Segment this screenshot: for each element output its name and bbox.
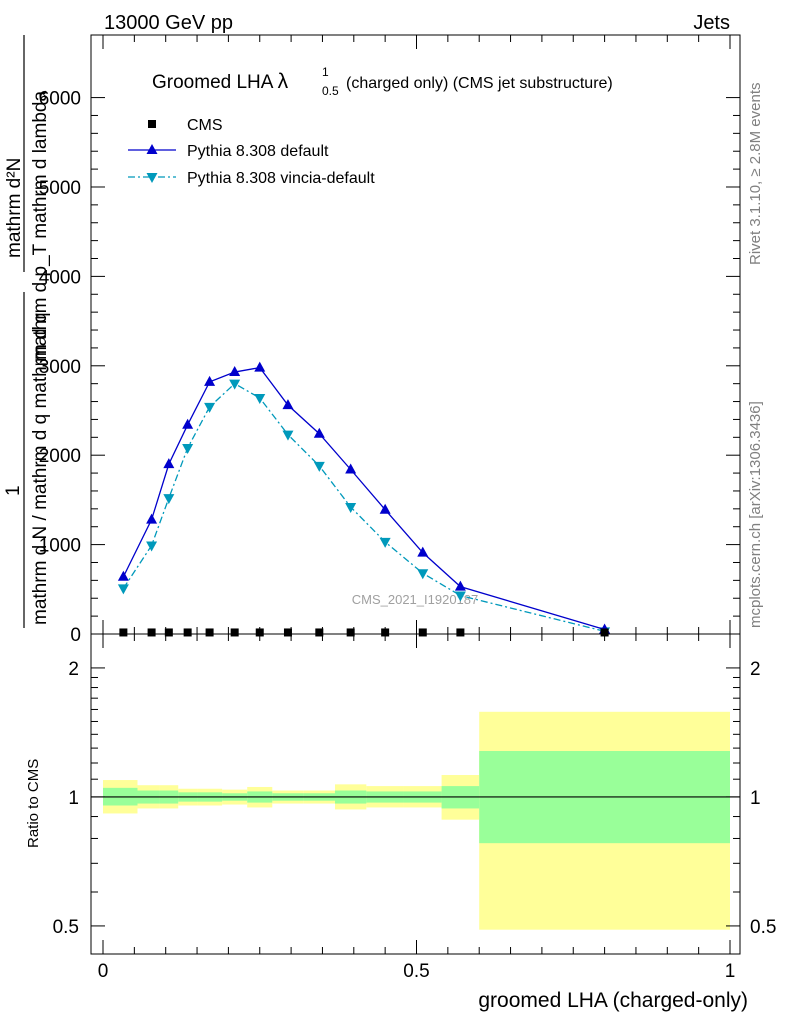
ratio-xtick-label: 1 bbox=[725, 961, 736, 982]
vincia-series-point bbox=[313, 461, 325, 472]
main-panel: 0 1000 2000 3000 4000 5000 6000 CMS_2021_I1920… bbox=[3, 34, 741, 646]
title-lambda: λ bbox=[278, 70, 289, 93]
ratio-ytick-label: 0.5 bbox=[53, 917, 79, 938]
ylabel-numerator: mathrm d²N bbox=[4, 158, 25, 258]
chart-title: Groomed LHA λ bbox=[152, 70, 289, 93]
ratio-ytick-label: 1 bbox=[68, 788, 79, 809]
legend: CMS Pythia 8.308 default Pythia 8.308 vinc… bbox=[128, 117, 375, 187]
cms-point bbox=[600, 628, 609, 637]
cms-point bbox=[255, 628, 264, 637]
pythia-default-series-point bbox=[417, 546, 429, 557]
main-ytick-label: 4000 bbox=[39, 267, 81, 288]
cms-point bbox=[183, 628, 192, 637]
ratio-frame bbox=[90, 633, 741, 955]
pythia-default-series-point bbox=[182, 418, 194, 429]
ratio-xtick-label: 0.5 bbox=[403, 961, 429, 982]
main-ytick-label: 3000 bbox=[39, 357, 81, 378]
main-ytick-label: 5000 bbox=[39, 178, 81, 199]
ratio-xtick-label: 0 bbox=[98, 961, 109, 982]
legend-label: CMS bbox=[187, 117, 223, 134]
side-rivet-text: Rivet 3.1.10, ≥ 2.8M events bbox=[747, 83, 764, 266]
title-sub: 0.5 bbox=[322, 84, 339, 98]
vincia-series-line bbox=[122, 382, 605, 632]
ratio-y-axis: 0.5 0.5 1 1 2 2 bbox=[53, 659, 777, 938]
ratio-ytick-label-right: 2 bbox=[750, 659, 761, 680]
legend-marker bbox=[146, 144, 158, 154]
side-mcplots-text: mcplots.cern.ch [arXiv:1306.3436] bbox=[747, 401, 764, 628]
ratio-ytick-label-right: 0.5 bbox=[750, 917, 776, 938]
vincia-series-point bbox=[163, 494, 175, 505]
pythia-default-series-point bbox=[313, 427, 325, 438]
pythia-default-series-point bbox=[117, 570, 129, 581]
main-ytick-label: 6000 bbox=[39, 89, 81, 110]
main-series-group bbox=[117, 361, 611, 638]
main-ytick-label: 2000 bbox=[39, 446, 81, 467]
title-suffix: (charged only) (CMS jet substructure) bbox=[346, 75, 613, 92]
vincia-series-point bbox=[417, 569, 429, 580]
ratio-x-axis: 0 0.5 1 bbox=[98, 634, 736, 982]
cms-point bbox=[418, 628, 427, 637]
cms-point bbox=[147, 628, 156, 637]
vincia-series-point bbox=[345, 503, 357, 514]
xlabel: groomed LHA (charged-only) bbox=[478, 989, 748, 1012]
cms-point bbox=[381, 628, 390, 637]
vincia-series-point bbox=[229, 379, 241, 390]
vincia-series-point bbox=[117, 584, 129, 595]
ylabel-denominator: mathrm d p_T mathrm d lambda bbox=[30, 91, 51, 362]
ratio-panel: 0.5 0.51 12 2 0 0.5 1 Ratio to CMS groomed LH… bbox=[25, 633, 777, 1012]
ylabel-one: 1 bbox=[3, 485, 24, 496]
vincia-series-point bbox=[254, 393, 266, 404]
cms-point bbox=[119, 628, 128, 637]
cms-point bbox=[164, 628, 173, 637]
ylabel-prefactor: mathrm d N / mathrm d q mathrm d q bbox=[30, 312, 51, 625]
cms-point bbox=[283, 628, 292, 637]
ratio-bands bbox=[91, 711, 740, 930]
cms-point bbox=[456, 628, 465, 637]
pythia-default-series-point bbox=[146, 513, 158, 524]
legend-label: Pythia 8.308 default bbox=[187, 143, 329, 160]
ratio-ytick-label-right: 1 bbox=[750, 788, 761, 809]
pythia-default-series-point bbox=[345, 463, 357, 474]
pythia-default-series-point bbox=[454, 580, 466, 591]
cms-point bbox=[230, 628, 239, 637]
vincia-series-point bbox=[182, 444, 194, 455]
ratio-ytick-label: 2 bbox=[68, 659, 79, 680]
main-ytick-label: 1000 bbox=[39, 536, 81, 557]
pythia-default-series-point bbox=[282, 399, 294, 410]
vincia-series-point bbox=[454, 591, 466, 602]
cms-point bbox=[315, 628, 324, 637]
vincia-series-point bbox=[204, 402, 216, 413]
ratio-ylabel: Ratio to CMS bbox=[25, 759, 42, 848]
pythia-default-series-point bbox=[204, 375, 216, 386]
pythia-default-series-point bbox=[163, 458, 175, 469]
title-prefix: Groomed LHA bbox=[152, 72, 278, 93]
header-process: Jets bbox=[693, 12, 730, 34]
header-energy: 13000 GeV pp bbox=[104, 12, 233, 34]
pythia-default-series-point bbox=[254, 361, 266, 372]
main-y-axis: 0 1000 2000 3000 4000 5000 6000 bbox=[39, 89, 740, 646]
pythia-default-series-point bbox=[379, 503, 391, 514]
title-sup: 1 bbox=[322, 65, 329, 79]
vincia-series-point bbox=[282, 430, 294, 441]
legend-label: Pythia 8.308 vincia-default bbox=[187, 170, 375, 187]
cms-point bbox=[205, 628, 214, 637]
pythia-default-series-line bbox=[122, 366, 605, 631]
main-ytick-label: 0 bbox=[70, 625, 81, 646]
cms-point bbox=[346, 628, 355, 637]
watermark: CMS_2021_I1920187 bbox=[352, 592, 479, 607]
legend-marker bbox=[148, 120, 156, 128]
vincia-series-point bbox=[379, 537, 391, 548]
vincia-series-point bbox=[146, 541, 158, 552]
legend-marker bbox=[146, 173, 158, 183]
pythia-default-series-point bbox=[229, 366, 241, 377]
